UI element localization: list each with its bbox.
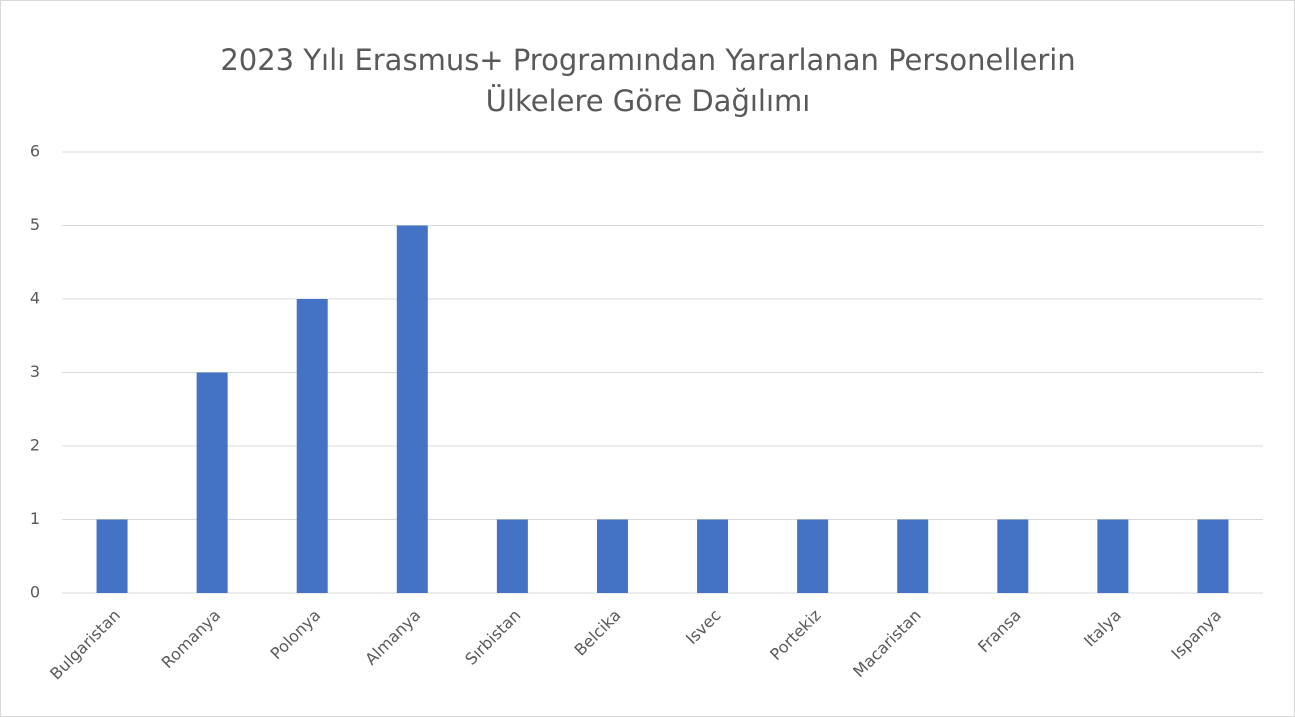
bar <box>496 519 528 593</box>
bar <box>797 519 829 593</box>
y-tick-label: 1 <box>30 509 40 528</box>
bar <box>196 372 228 593</box>
bar <box>596 519 628 593</box>
y-tick-label: 2 <box>30 436 40 455</box>
bar <box>96 519 128 593</box>
y-tick-label: 4 <box>30 289 40 308</box>
chart-title: Ülkelere Göre Dağılımı <box>486 84 811 118</box>
bar <box>1197 519 1229 593</box>
chart-title: 2023 Yılı Erasmus+ Programından Yararlan… <box>220 43 1075 77</box>
y-tick-label: 0 <box>30 583 40 602</box>
bar <box>997 519 1029 593</box>
bar <box>697 519 729 593</box>
bar <box>296 299 328 593</box>
y-tick-label: 5 <box>30 215 40 234</box>
y-tick-label: 3 <box>30 362 40 381</box>
bar <box>396 225 428 593</box>
bar <box>897 519 929 593</box>
y-tick-label: 6 <box>30 142 40 161</box>
bar <box>1097 519 1129 593</box>
